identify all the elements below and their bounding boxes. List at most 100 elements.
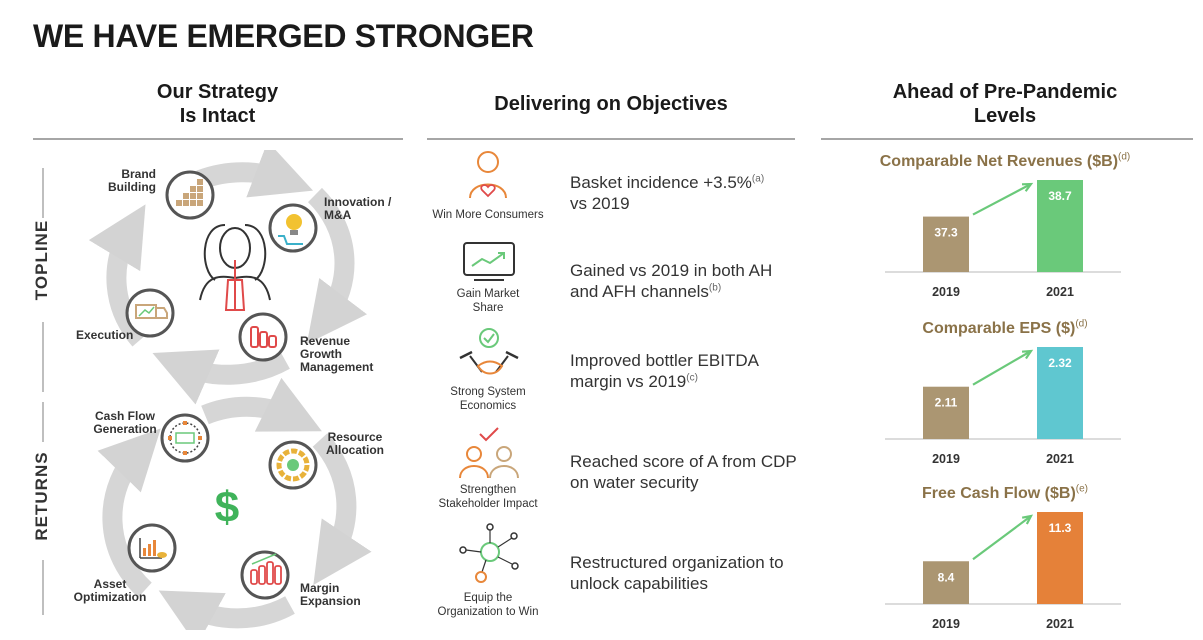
brand-building-label: Brand Building (108, 168, 156, 194)
pandemic-heading: Ahead of Pre-Pandemic Levels (840, 80, 1170, 128)
innovation-label-2: M&A (324, 208, 352, 222)
resource-label-1: Resource (327, 430, 383, 444)
topline-label: TOPLINE (32, 219, 51, 301)
objective-caption-5-line2: Organization to Win (437, 606, 539, 618)
margin-label-1: Margin (300, 581, 340, 595)
objective-text-4-line2: on water security (570, 473, 699, 492)
growth-arrow-head (1021, 182, 1034, 192)
handshake-icon (459, 328, 519, 375)
chart-value-label: 11.3 (1049, 521, 1072, 535)
rgm-label-2: Growth (300, 347, 342, 361)
chart-title-fcf-text: Free Cash Flow ($B) (921, 485, 1076, 502)
cash-flow-label-2: Generation (93, 422, 157, 436)
chart-bar-2019 (923, 386, 969, 439)
revenues-chart: 37.3 2019 38.7 2021 (885, 180, 1121, 299)
growth-arrow-line (972, 183, 1032, 216)
chart-title-fcf: Free Cash Flow ($B)(e) (840, 484, 1170, 503)
chart-note-eps: (d) (1075, 318, 1088, 330)
innovation-label: Innovation / M&A (324, 196, 391, 222)
growth-arrow-line (972, 350, 1032, 386)
topline-cycle-arrows (88, 150, 368, 405)
consumer-figure-icon (199, 224, 271, 311)
objective-caption-2-line2: Share (472, 302, 504, 314)
objective-text-3-line2: margin vs 2019 (570, 372, 687, 391)
brand-building-label-2: Building (108, 180, 156, 194)
objective-caption-1-line1: Win More Consumers (432, 209, 544, 221)
objective-caption-2-line1: Gain Market (456, 288, 520, 300)
resource-label-2: Allocation (325, 443, 384, 457)
pandemic-heading-line1: Ahead of Pre-Pandemic (892, 81, 1118, 103)
margin-expansion-icon (240, 550, 290, 600)
innovation-label-1: Innovation / (324, 195, 392, 209)
pandemic-heading-line2: Levels (973, 105, 1037, 127)
objective-text-1-line2: vs 2019 (570, 194, 630, 213)
brand-building-label-1: Brand (121, 167, 156, 181)
objective-text-4: Reached score of A from CDP on water sec… (570, 451, 797, 493)
objective-text-2-line2: and AFH channels (570, 282, 709, 301)
revenue-growth-icon (238, 312, 288, 362)
execution-icon (125, 288, 175, 338)
cash-flow-icon (160, 413, 210, 463)
returns-line-top (42, 402, 44, 442)
objective-caption-3-line2: Economics (459, 400, 517, 412)
chart-bar-2021 (1037, 512, 1083, 604)
pandemic-divider (821, 138, 1193, 140)
topline-line-bottom (42, 322, 44, 392)
objective-text-3: Improved bottler EBITDA margin vs 2019(c… (570, 350, 759, 392)
asset-label-1: Asset (93, 577, 127, 591)
objective-caption-2: Gain Market Share (427, 287, 549, 315)
strategy-cycles: $ (88, 150, 372, 630)
chart-note-revenues: (d) (1118, 151, 1131, 163)
execution-label: Execution (76, 328, 134, 342)
margin-label-2: Expansion (300, 594, 361, 608)
resource-allocation-icon (268, 440, 318, 490)
objective-text-5-line2: unlock capabilities (570, 574, 708, 593)
strategy-divider (33, 138, 403, 140)
objective-text-4-line1: Reached score of A from CDP (570, 452, 797, 471)
objective-text-5-line1: Restructured organization to (570, 553, 784, 572)
growth-arrow-head (1021, 514, 1034, 525)
objective-caption-5: Equip the Organization to Win (427, 591, 549, 619)
chart-title-eps-text: Comparable EPS ($) (922, 320, 1076, 337)
objective-note-3: (c) (686, 372, 698, 384)
growth-arrow-head (1021, 349, 1034, 360)
chart-value-label: 8.4 (938, 570, 955, 584)
chart-category-label: 2021 (1046, 452, 1074, 466)
chart-category-label: 2019 (932, 617, 960, 631)
objective-text-1: Basket incidence +3.5%(a) vs 2019 (570, 172, 764, 214)
page-title: WE HAVE EMERGED STRONGER (33, 18, 534, 54)
eps-chart: 2.11 2019 2.32 2021 (885, 347, 1121, 466)
objective-text-2: Gained vs 2019 in both AH and AFH channe… (570, 260, 772, 302)
cash-flow-label-1: Cash Flow (94, 409, 155, 423)
chart-value-label: 37.3 (934, 226, 958, 240)
chart-title-revenues: Comparable Net Revenues ($B)(d) (840, 151, 1170, 171)
organization-network-icon (459, 523, 519, 583)
chart-title-revenues-text: Comparable Net Revenues ($B) (879, 153, 1119, 170)
resource-label: Resource Allocation (322, 431, 388, 457)
chart-bar-2019 (923, 561, 969, 604)
dollar-icon: $ (215, 483, 239, 532)
chart-category-label: 2019 (932, 285, 960, 299)
objective-caption-4-line2: Stakeholder Impact (438, 498, 538, 510)
market-share-chart-icon (463, 242, 515, 281)
consumer-heart-icon (469, 151, 507, 199)
innovation-icon (268, 203, 318, 253)
returns-line-bottom (42, 560, 44, 615)
objective-caption-4: Strengthen Stakeholder Impact (427, 483, 549, 511)
objective-caption-1: Win More Consumers (427, 208, 549, 222)
chart-value-label: 2.11 (935, 396, 958, 410)
asset-optimization-icon (127, 523, 177, 573)
objectives-divider (427, 138, 795, 140)
chart-value-label: 2.32 (1048, 356, 1072, 370)
stakeholders-icon (459, 427, 519, 479)
margin-label: Margin Expansion (300, 582, 361, 608)
objective-caption-3: Strong System Economics (427, 385, 549, 413)
chart-bar-2021 (1037, 347, 1083, 439)
rgm-label-3: Management (300, 360, 374, 374)
objective-note-1: (a) (751, 173, 765, 185)
objective-caption-4-line1: Strengthen (459, 484, 517, 496)
objective-text-5: Restructured organization to unlock capa… (570, 552, 784, 594)
chart-value-label: 38.7 (1048, 189, 1072, 203)
returns-label: RETURNS (32, 451, 51, 541)
chart-title-eps: Comparable EPS ($)(d) (840, 318, 1170, 338)
